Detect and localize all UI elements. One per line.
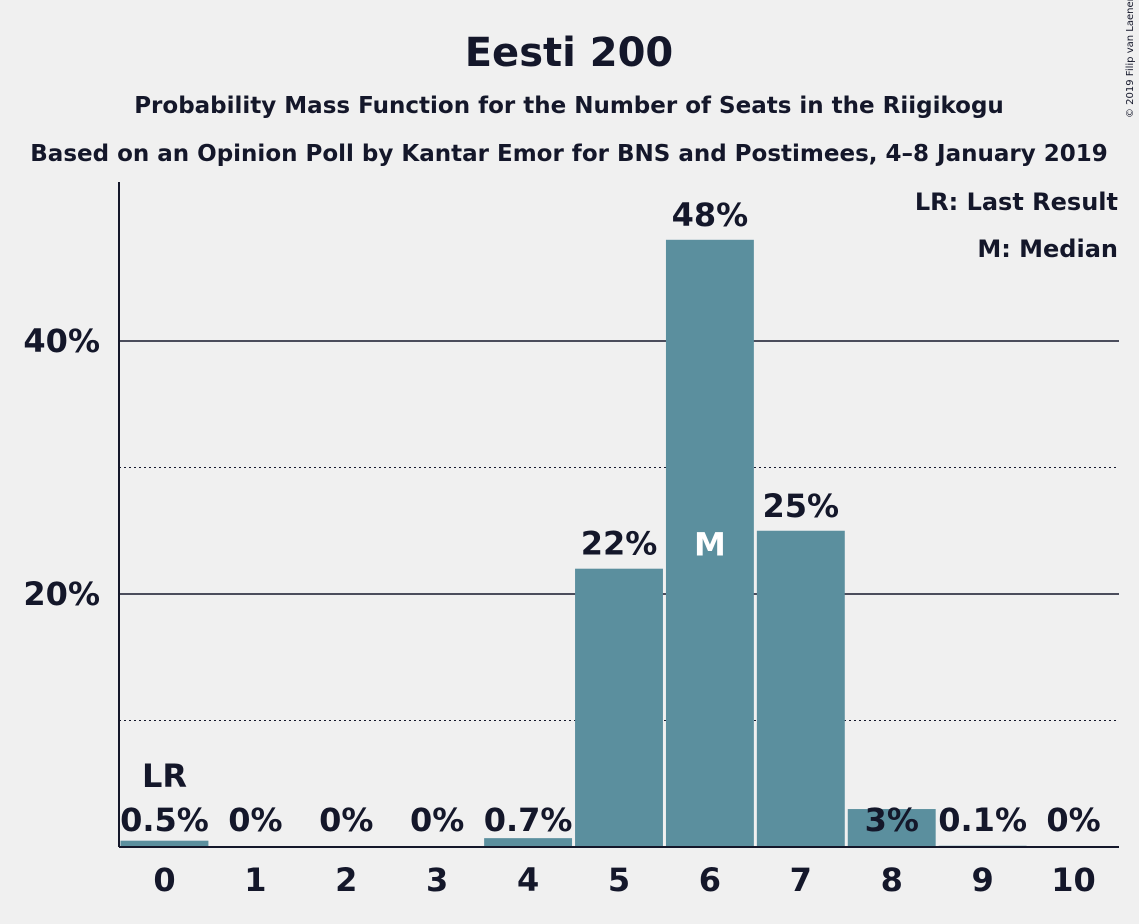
bar-seats-7 bbox=[756, 530, 845, 847]
data-label-seats-8: 3% bbox=[865, 801, 919, 839]
x-tick-label: 1 bbox=[244, 861, 266, 899]
data-label-seats-9: 0.1% bbox=[938, 801, 1027, 839]
data-label-seats-5: 22% bbox=[581, 525, 658, 563]
x-tick-label: 7 bbox=[790, 861, 812, 899]
copyright-note: © 2019 Filip van Laenen bbox=[1125, 0, 1136, 118]
last-result-marker: LR bbox=[142, 757, 187, 795]
bar-seats-5 bbox=[575, 568, 663, 847]
bar-seats-4 bbox=[484, 838, 573, 847]
legend: LR: Last Result M: Median bbox=[915, 188, 1118, 263]
data-label-seats-7: 25% bbox=[763, 487, 840, 525]
bar-seats-8 bbox=[847, 809, 936, 847]
x-tick-label: 0 bbox=[153, 861, 175, 899]
x-tick-label: 9 bbox=[972, 861, 994, 899]
data-label-seats-1: 0% bbox=[228, 801, 282, 839]
data-label-seats-4: 0.7% bbox=[484, 801, 573, 839]
data-label-seats-6: 48% bbox=[672, 196, 749, 234]
x-tick-label: 4 bbox=[517, 861, 539, 899]
bar-seats-0 bbox=[120, 840, 209, 847]
x-tick-label: 8 bbox=[881, 861, 903, 899]
x-tick-label: 6 bbox=[699, 861, 721, 899]
axes bbox=[118, 182, 1119, 848]
bars bbox=[120, 239, 1027, 848]
data-labels: 0.5% 0 LR 0% 1 0% 2 0% 3 0.7% 4 22% 5 48% 6 M 25% 7 3% 8 0.1… bbox=[120, 196, 1101, 899]
x-tick-label: 3 bbox=[426, 861, 448, 899]
chart-subtitle-poll: Based on an Opinion Poll by Kantar Emor … bbox=[30, 141, 1107, 167]
data-label-seats-2: 0% bbox=[319, 801, 373, 839]
chart-subtitle: Probability Mass Function for the Number… bbox=[134, 93, 1004, 119]
data-label-seats-0: 0.5% bbox=[120, 801, 209, 839]
data-label-seats-10: 0% bbox=[1046, 801, 1100, 839]
y-tick-label: 40% bbox=[23, 322, 100, 360]
x-tick-label: 10 bbox=[1051, 861, 1096, 899]
x-tick-label: 5 bbox=[608, 861, 630, 899]
chart-title: Eesti 200 bbox=[465, 30, 674, 76]
gridlines: 20% 40% bbox=[23, 322, 1119, 721]
x-tick-label: 2 bbox=[335, 861, 357, 899]
y-tick-label: 20% bbox=[23, 575, 100, 613]
data-label-seats-3: 0% bbox=[410, 801, 464, 839]
legend-entry: M: Median bbox=[977, 235, 1118, 263]
median-marker: M bbox=[694, 525, 726, 563]
bar-seats-6 bbox=[665, 239, 754, 848]
legend-entry: LR: Last Result bbox=[915, 188, 1118, 216]
